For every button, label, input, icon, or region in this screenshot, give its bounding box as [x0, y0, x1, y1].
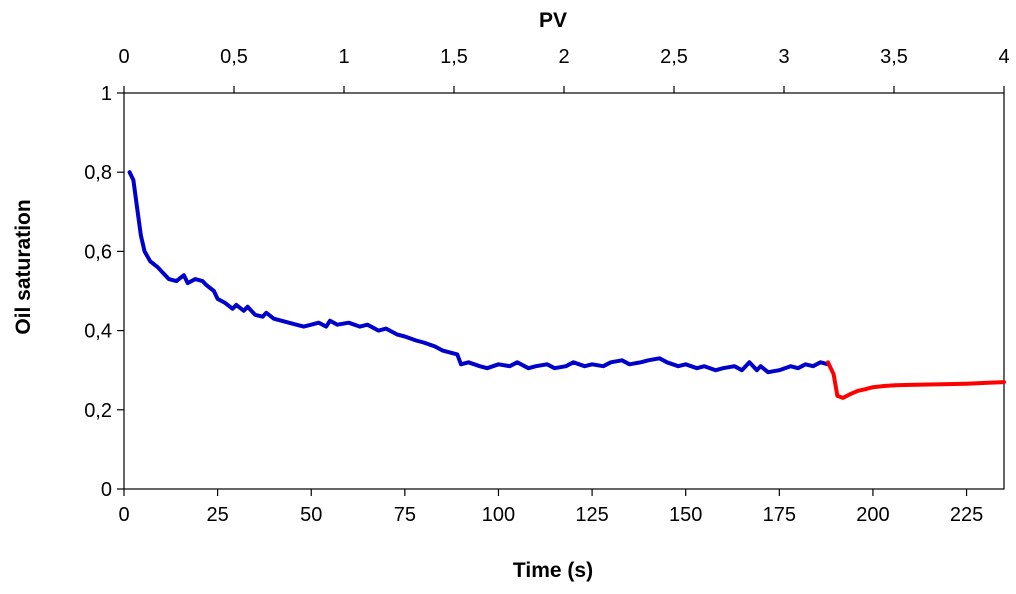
x-tick-label: 175	[763, 504, 796, 526]
y-tick-label: 0,2	[84, 400, 112, 422]
tick-labels: 0 25 50 75 100 125 150 175 200 225 0 0,5 1 1,5 2 2,5 3 3,…	[84, 46, 1009, 526]
x-axis-title: Time (s)	[513, 559, 593, 582]
top-tick-label: 3	[778, 46, 789, 68]
y-tick-label: 0,6	[84, 241, 112, 263]
plot-frame	[124, 93, 1004, 489]
y-axis-title: Oil saturation	[12, 199, 35, 334]
top-tick-label: 4	[998, 46, 1009, 68]
y-tick-label: 0	[101, 479, 112, 501]
top-tick-label: 1,5	[440, 46, 468, 68]
x-tick-label: 225	[950, 504, 983, 526]
x-tick-label: 25	[206, 504, 228, 526]
top-tick-label: 0	[118, 46, 129, 68]
y-tick-label: 1	[101, 83, 112, 105]
top-tick-label: 1	[338, 46, 349, 68]
x-tick-label: 125	[575, 504, 608, 526]
x-tick-label: 100	[482, 504, 515, 526]
x-tick-label: 75	[394, 504, 416, 526]
top-tick-label: 0,5	[220, 46, 248, 68]
axes	[117, 86, 1004, 496]
x-tick-label: 0	[118, 504, 129, 526]
x-tick-label: 50	[300, 504, 322, 526]
series-line-0	[130, 172, 828, 372]
y-tick-label: 0,4	[84, 321, 112, 343]
y-tick-label: 0,8	[84, 162, 112, 184]
top-tick-label: 3,5	[880, 46, 908, 68]
top-tick-label: 2,5	[660, 46, 688, 68]
top-axis-title: PV	[539, 9, 567, 32]
series-line-1	[828, 362, 1004, 398]
x-tick-label: 150	[669, 504, 702, 526]
top-tick-label: 2	[558, 46, 569, 68]
series-layer	[130, 172, 1004, 398]
x-tick-label: 200	[856, 504, 889, 526]
